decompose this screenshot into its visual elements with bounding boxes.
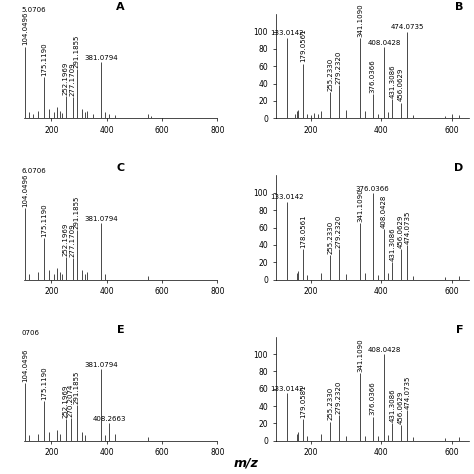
Text: B: B: [455, 2, 464, 12]
Text: 133.0142: 133.0142: [270, 386, 304, 392]
Text: 270.2074: 270.2074: [68, 383, 74, 417]
Text: 104.0496: 104.0496: [22, 173, 28, 207]
Text: 255.2330: 255.2330: [327, 221, 333, 254]
Text: E: E: [117, 325, 124, 335]
Text: 431.3086: 431.3086: [389, 389, 395, 422]
Text: 252.1969: 252.1969: [63, 222, 69, 256]
Text: 474.0735: 474.0735: [404, 210, 410, 244]
Text: m/z: m/z: [234, 456, 259, 469]
Text: 255.2330: 255.2330: [327, 58, 333, 91]
Text: 381.0794: 381.0794: [85, 362, 118, 368]
Text: 408.2663: 408.2663: [92, 416, 126, 422]
Text: 175.1190: 175.1190: [42, 42, 47, 76]
Text: 381.0794: 381.0794: [85, 216, 118, 222]
Text: 178.0561: 178.0561: [300, 214, 306, 248]
Text: 341.1090: 341.1090: [357, 338, 364, 372]
Text: 341.1090: 341.1090: [357, 4, 364, 37]
Text: F: F: [456, 325, 464, 335]
Text: 252.1969: 252.1969: [63, 385, 69, 418]
Text: 474.0735: 474.0735: [404, 376, 410, 409]
Text: 341.1090: 341.1090: [357, 188, 364, 222]
Text: 456.0629: 456.0629: [398, 68, 404, 101]
Text: 175.1190: 175.1190: [42, 367, 47, 400]
Text: 381.0794: 381.0794: [85, 55, 118, 61]
Text: 175.1190: 175.1190: [42, 203, 47, 237]
Text: 279.2320: 279.2320: [336, 380, 342, 413]
Text: 6.0706: 6.0706: [22, 168, 46, 174]
Text: 376.0366: 376.0366: [370, 382, 376, 415]
Text: A: A: [116, 2, 125, 12]
Text: 179.0561: 179.0561: [301, 29, 306, 63]
Text: 408.0428: 408.0428: [367, 40, 401, 46]
Text: 291.1855: 291.1855: [73, 35, 80, 68]
Text: 279.2320: 279.2320: [336, 51, 342, 84]
Text: 255.2330: 255.2330: [327, 387, 333, 420]
Text: 104.0496: 104.0496: [22, 349, 28, 383]
Text: 474.0735: 474.0735: [391, 24, 424, 30]
Text: 376.0366: 376.0366: [370, 59, 376, 93]
Text: 456.0629: 456.0629: [398, 391, 404, 424]
Text: 104.0496: 104.0496: [22, 12, 28, 46]
Text: 277.1709: 277.1709: [70, 224, 76, 257]
Text: D: D: [454, 164, 464, 173]
Text: 408.0428: 408.0428: [367, 347, 401, 353]
Text: 431.3086: 431.3086: [389, 64, 395, 98]
Text: 291.1855: 291.1855: [73, 196, 80, 229]
Text: 133.0142: 133.0142: [270, 30, 304, 36]
Text: 431.3086: 431.3086: [389, 227, 395, 261]
Text: 376.0366: 376.0366: [356, 185, 390, 191]
Text: 408.0428: 408.0428: [381, 195, 387, 228]
Text: 279.2320: 279.2320: [336, 215, 342, 248]
Text: 179.0581: 179.0581: [301, 384, 306, 418]
Text: 252.1969: 252.1969: [63, 61, 69, 94]
Text: 133.0142: 133.0142: [270, 194, 304, 200]
Text: 5.0706: 5.0706: [22, 7, 46, 13]
Text: 0706: 0706: [22, 330, 40, 336]
Text: 291.1855: 291.1855: [73, 371, 80, 404]
Text: C: C: [117, 164, 125, 173]
Text: 277.1709: 277.1709: [70, 63, 76, 96]
Text: 456.0629: 456.0629: [398, 215, 404, 248]
